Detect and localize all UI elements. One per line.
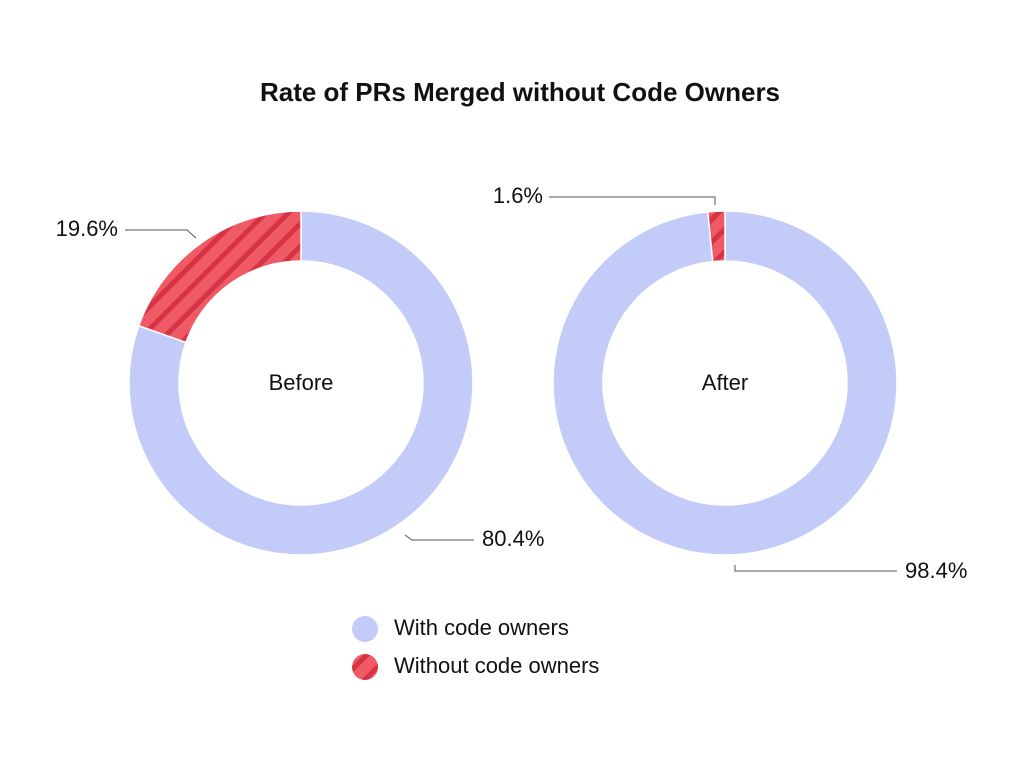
center-label: After	[702, 370, 748, 395]
leader-line	[549, 196, 716, 205]
legend-label: Without code owners	[394, 653, 599, 678]
leader-line	[734, 565, 897, 572]
value-label: 80.4%	[482, 526, 544, 551]
leader-line	[125, 229, 197, 239]
legend-swatch	[352, 654, 378, 680]
chart-title: Rate of PRs Merged without Code Owners	[260, 77, 780, 107]
donut-slice	[552, 210, 898, 556]
legend-swatch	[352, 616, 378, 642]
value-label: 19.6%	[56, 216, 118, 241]
value-label: 98.4%	[905, 558, 967, 583]
leader-line	[404, 534, 474, 541]
donut-slice	[128, 210, 474, 556]
donut-slice	[706, 210, 726, 263]
legend-label: With code owners	[394, 615, 569, 640]
value-label: 1.6%	[493, 183, 543, 208]
center-label: Before	[269, 370, 334, 395]
donut-slice	[137, 210, 302, 344]
